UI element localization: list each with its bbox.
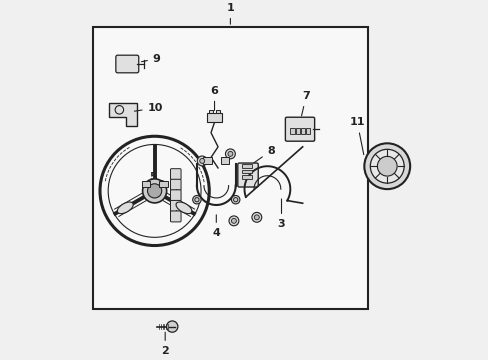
Bar [290,128,294,135]
Circle shape [364,143,409,189]
Bar [142,181,150,187]
Text: 3: 3 [277,199,285,229]
Bar [300,128,305,135]
FancyBboxPatch shape [170,201,181,211]
Circle shape [377,156,396,176]
Bar [159,181,167,187]
Circle shape [166,321,178,332]
Polygon shape [108,103,137,126]
Circle shape [147,184,162,198]
FancyBboxPatch shape [116,55,139,73]
Circle shape [192,195,201,204]
Text: 9: 9 [141,54,161,64]
FancyBboxPatch shape [285,117,314,141]
Text: 4: 4 [212,215,220,238]
Text: 6: 6 [210,86,218,111]
FancyBboxPatch shape [170,190,181,201]
Circle shape [228,216,238,226]
Text: 11: 11 [349,117,365,155]
FancyBboxPatch shape [237,163,258,187]
Text: 5: 5 [148,172,167,183]
Circle shape [197,156,207,166]
Circle shape [225,149,235,159]
Bar [305,128,310,135]
Bar [295,128,299,135]
Ellipse shape [176,202,191,213]
Circle shape [251,212,261,222]
Bar [203,157,211,165]
Bar [93,27,367,309]
Circle shape [142,179,166,203]
Circle shape [227,152,232,156]
Bar [209,110,212,113]
Bar [216,110,220,113]
Bar [241,170,252,173]
Text: 2: 2 [161,332,169,356]
Circle shape [231,195,240,204]
Text: 8: 8 [253,146,275,163]
FancyBboxPatch shape [170,211,181,222]
Text: 7: 7 [301,91,309,116]
Bar [221,157,229,165]
Bar [207,113,221,122]
Ellipse shape [117,202,133,213]
Bar [241,165,252,168]
FancyBboxPatch shape [170,169,181,180]
Bar [241,175,252,179]
Text: 10: 10 [134,103,163,113]
Circle shape [369,149,404,183]
Circle shape [199,158,204,163]
Text: 1: 1 [226,3,234,24]
Circle shape [254,215,259,220]
Circle shape [231,219,236,223]
FancyBboxPatch shape [170,179,181,190]
